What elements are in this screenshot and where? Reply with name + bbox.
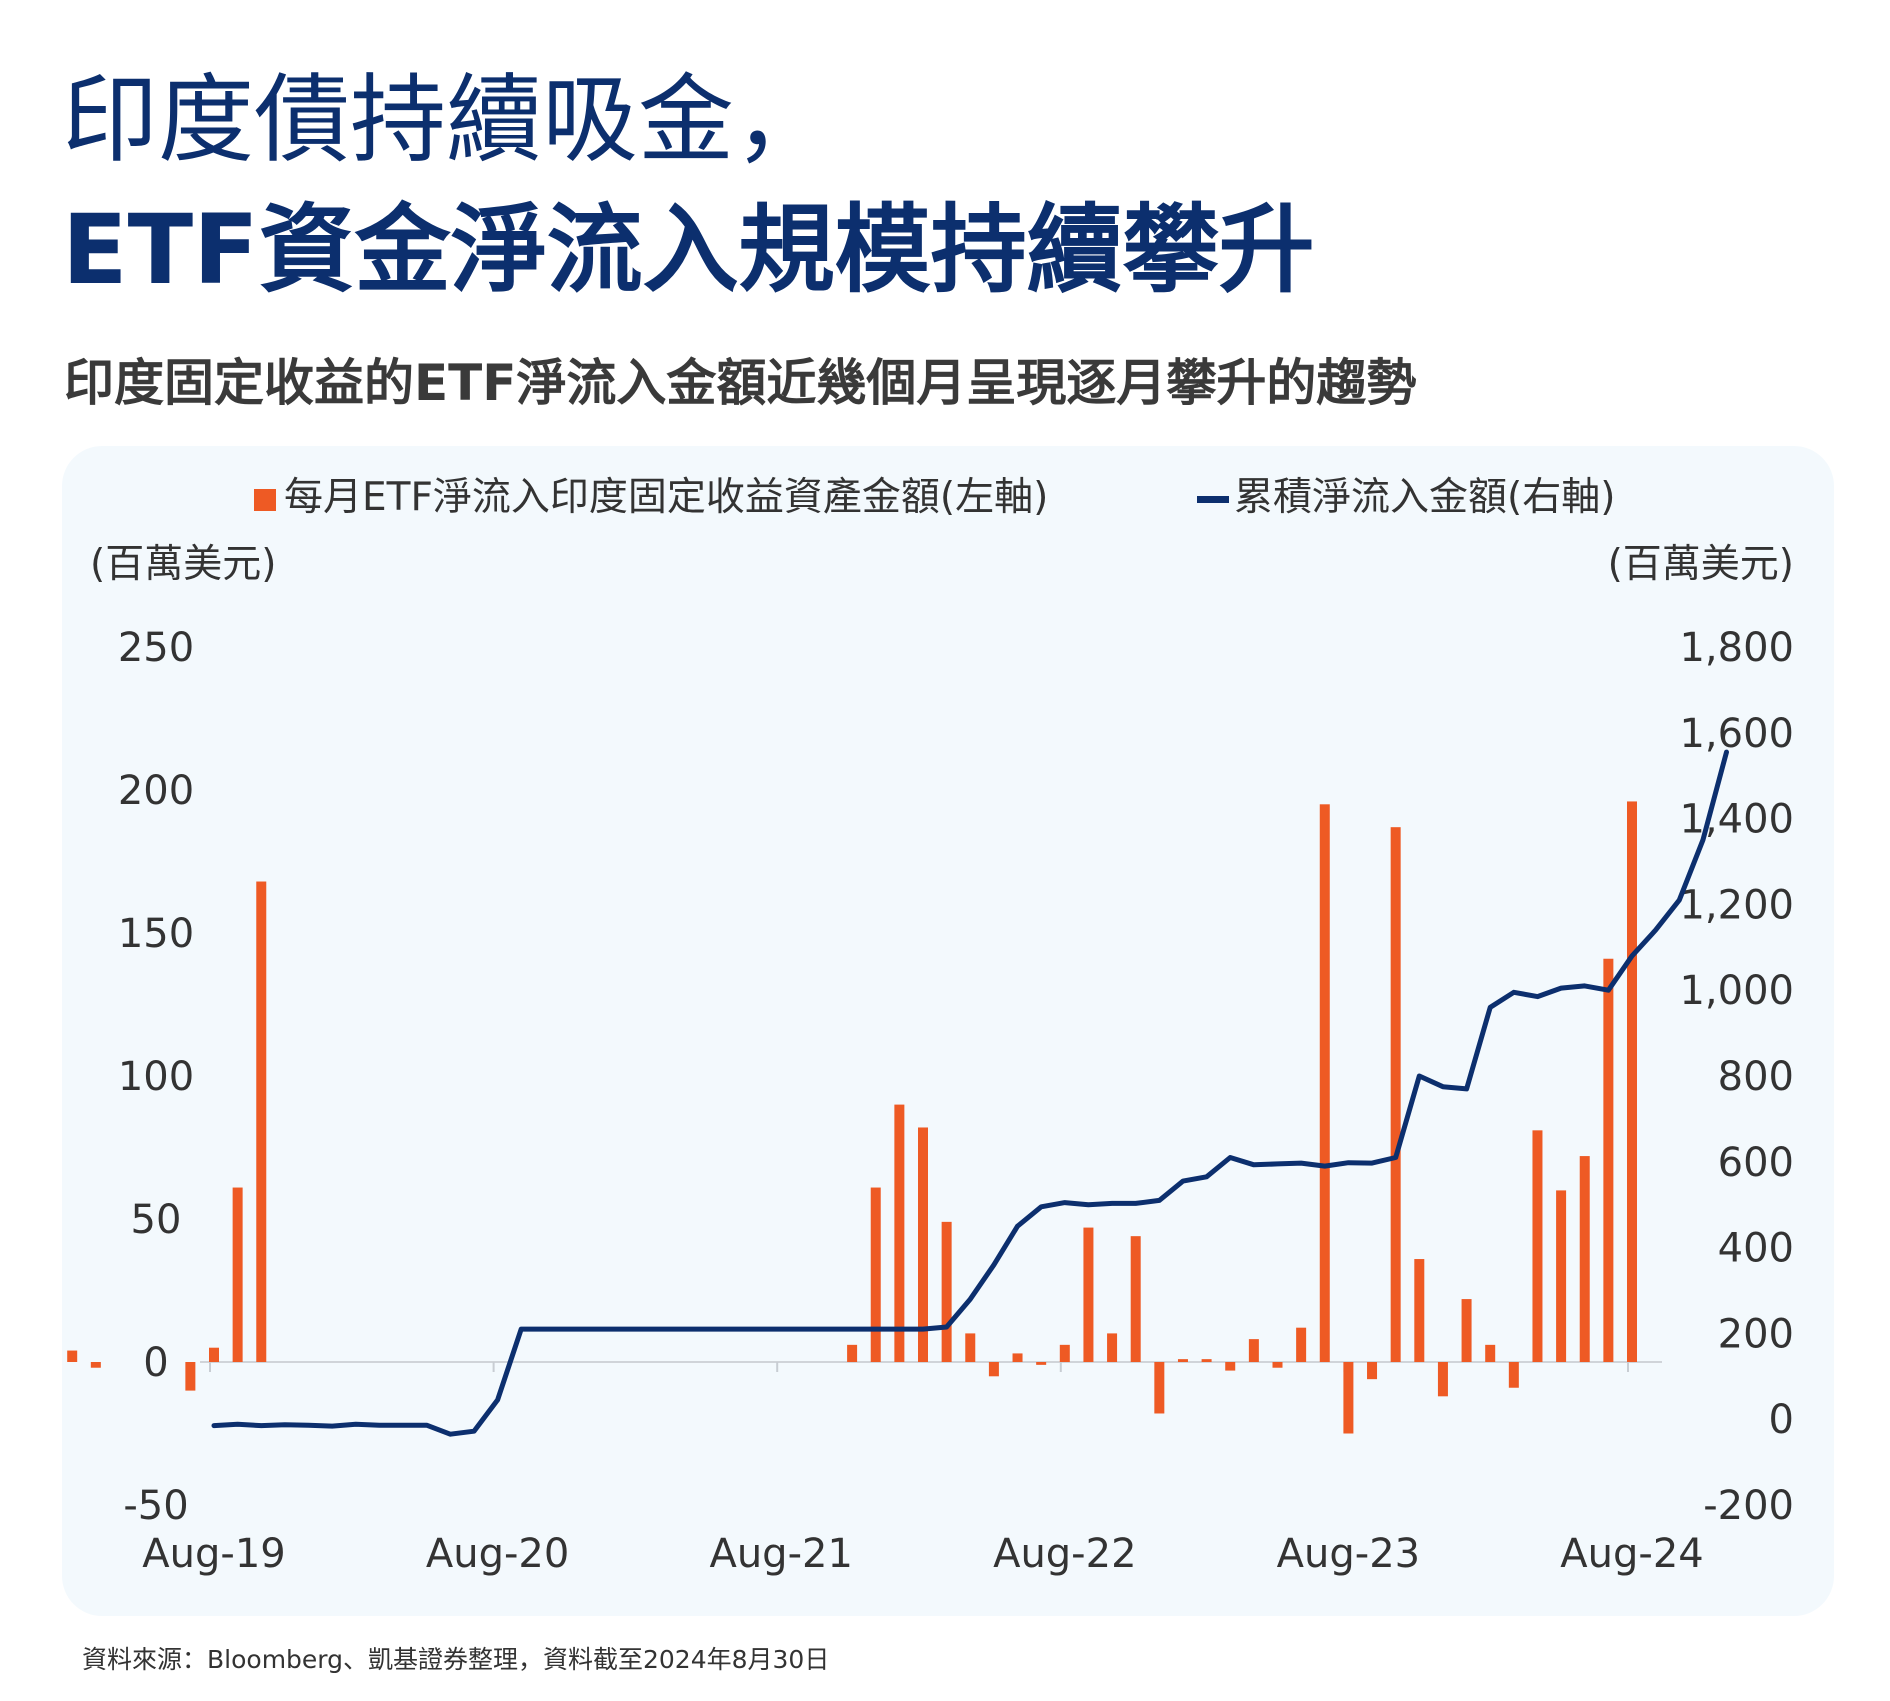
right-tick-label: 800 — [1718, 1054, 1794, 1100]
bar — [1130, 1236, 1141, 1362]
bar — [941, 1221, 952, 1362]
bar — [1343, 1362, 1354, 1434]
bar — [90, 1362, 101, 1368]
bar — [1556, 1190, 1567, 1362]
x-tick-label: Aug-20 — [426, 1531, 569, 1577]
chart-panel: 每月ETF淨流入印度固定收益資產金額(左軸) 累積淨流入金額(右軸) (百萬美元… — [62, 446, 1834, 1616]
bar — [1627, 801, 1637, 1362]
bar — [894, 1104, 905, 1362]
bar — [1367, 1362, 1378, 1380]
legend-line-label: 累積淨流入金額(右軸) — [1234, 475, 1615, 520]
bar — [209, 1347, 219, 1362]
bar — [918, 1127, 928, 1362]
bar — [1461, 1299, 1472, 1362]
right-tick-label: 400 — [1718, 1226, 1794, 1272]
cumulative-line — [211, 749, 1729, 1437]
left-tick-label: 250 — [118, 625, 194, 671]
bar — [232, 1187, 243, 1362]
legend-bar-label: 每月ETF淨流入印度固定收益資產金額(左軸) — [284, 475, 1048, 520]
page-title-line-1: 印度債持續吸金， — [62, 64, 830, 176]
legend-line-swatch — [1197, 496, 1229, 503]
bar-series — [67, 801, 1637, 1434]
bar — [1532, 1130, 1543, 1362]
right-tick-label: 600 — [1718, 1140, 1794, 1186]
bar — [1225, 1362, 1236, 1371]
bar — [1059, 1344, 1070, 1362]
left-tick-label: 100 — [118, 1054, 194, 1100]
bar — [870, 1187, 881, 1362]
bar — [1177, 1359, 1188, 1362]
x-tick-label: Aug-24 — [1560, 1531, 1703, 1577]
x-tick-label: Aug-21 — [709, 1531, 852, 1577]
bar — [1083, 1227, 1094, 1362]
bar — [1248, 1339, 1259, 1362]
bar — [185, 1362, 196, 1391]
left-tick-label: 150 — [118, 911, 194, 957]
bar — [1390, 827, 1401, 1362]
left-tick-label: 0 — [143, 1340, 168, 1386]
bar — [1296, 1327, 1307, 1362]
left-axis-unit: (百萬美元) — [90, 542, 276, 587]
x-tick-label: Aug-22 — [993, 1531, 1136, 1577]
left-tick-label: -50 — [123, 1483, 188, 1529]
right-tick-label: 1,400 — [1679, 797, 1794, 843]
bar — [1107, 1333, 1118, 1362]
bar — [1272, 1362, 1283, 1368]
left-axis-ticks: 250 200 150 100 50 0 -50 — [118, 625, 194, 1529]
x-tick-label: Aug-23 — [1277, 1531, 1420, 1577]
bar — [965, 1333, 976, 1362]
page-title-line-2: ETF資金淨流入規模持續攀升 — [62, 194, 1315, 306]
bar — [1485, 1344, 1496, 1362]
bar — [1012, 1353, 1023, 1362]
right-axis-unit: (百萬美元) — [1608, 542, 1794, 587]
bar — [1036, 1362, 1047, 1365]
bar — [1414, 1259, 1425, 1362]
source-note: 資料來源：Bloomberg、凱基證券整理，資料截至2024年8月30日 — [82, 1645, 830, 1674]
bar — [1201, 1359, 1212, 1362]
bar — [847, 1344, 858, 1362]
right-tick-label: 1,200 — [1679, 882, 1794, 928]
right-tick-label: 0 — [1769, 1397, 1794, 1443]
bar — [1603, 958, 1614, 1362]
chart-svg: 每月ETF淨流入印度固定收益資產金額(左軸) 累積淨流入金額(右軸) (百萬美元… — [67, 475, 1794, 1577]
bar — [1579, 1156, 1590, 1362]
right-tick-label: 200 — [1718, 1311, 1794, 1357]
right-tick-label: 1,600 — [1679, 711, 1794, 757]
bar — [988, 1362, 999, 1377]
right-axis-ticks: 1,800 1,600 1,400 1,200 1,000 800 600 400 200 0 -2… — [1679, 625, 1794, 1529]
legend-bar-swatch — [254, 489, 276, 511]
left-tick-label: 50 — [131, 1197, 182, 1243]
x-axis-ticks: Aug-19 Aug-20 Aug-21 Aug-22 Aug-23 Aug-24 — [142, 1362, 1704, 1577]
bar — [1508, 1362, 1519, 1388]
bar — [1154, 1362, 1165, 1414]
right-tick-label: -200 — [1703, 1483, 1794, 1529]
x-tick-label: Aug-19 — [142, 1531, 285, 1577]
page-subtitle: 印度固定收益的ETF淨流入金額近幾個月呈現逐月攀升的趨勢 — [64, 354, 1417, 412]
bar — [1437, 1362, 1448, 1397]
right-tick-label: 1,000 — [1679, 968, 1794, 1014]
right-tick-label: 1,800 — [1679, 625, 1794, 671]
bar — [67, 1350, 78, 1362]
left-tick-label: 200 — [118, 768, 194, 814]
bar — [1319, 804, 1330, 1362]
bar — [256, 881, 267, 1362]
